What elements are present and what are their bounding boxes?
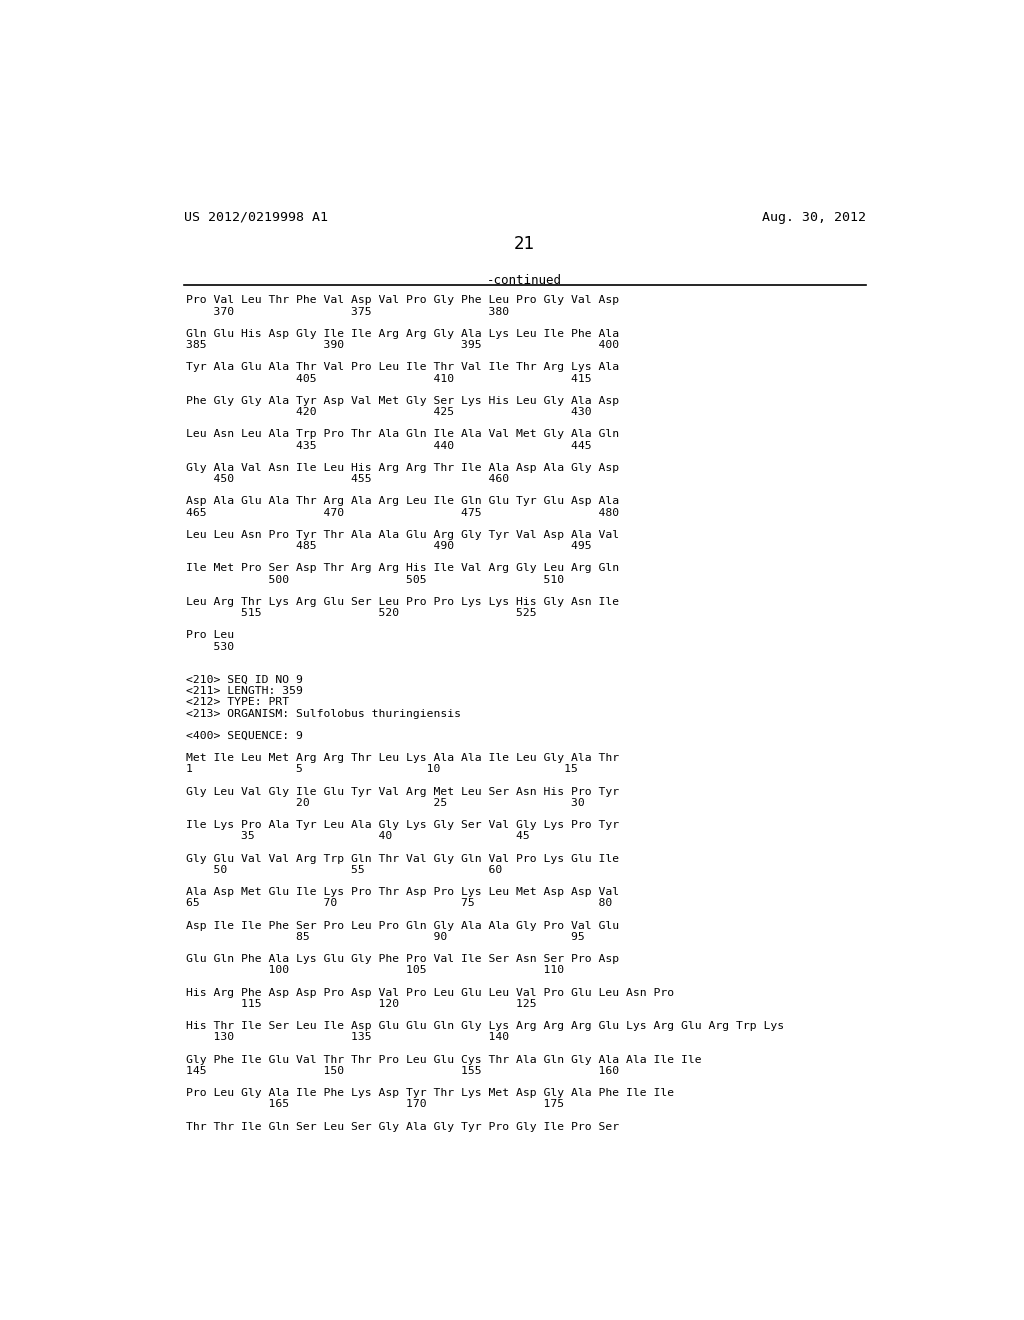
Text: 500                 505                 510: 500 505 510: [186, 574, 564, 585]
Text: 370                 375                 380: 370 375 380: [186, 306, 509, 317]
Text: Thr Thr Ile Gln Ser Leu Ser Gly Ala Gly Tyr Pro Gly Ile Pro Ser: Thr Thr Ile Gln Ser Leu Ser Gly Ala Gly …: [186, 1122, 620, 1131]
Text: Pro Val Leu Thr Phe Val Asp Val Pro Gly Phe Leu Pro Gly Val Asp: Pro Val Leu Thr Phe Val Asp Val Pro Gly …: [186, 296, 620, 305]
Text: 405                 410                 415: 405 410 415: [186, 374, 592, 384]
Text: 1               5                  10                  15: 1 5 10 15: [186, 764, 578, 775]
Text: 165                 170                 175: 165 170 175: [186, 1100, 564, 1109]
Text: 485                 490                 495: 485 490 495: [186, 541, 592, 550]
Text: 115                 120                 125: 115 120 125: [186, 999, 537, 1008]
Text: -continued: -continued: [487, 275, 562, 286]
Text: <210> SEQ ID NO 9: <210> SEQ ID NO 9: [186, 675, 303, 685]
Text: 450                 455                 460: 450 455 460: [186, 474, 509, 484]
Text: 420                 425                 430: 420 425 430: [186, 407, 592, 417]
Text: Ile Lys Pro Ala Tyr Leu Ala Gly Lys Gly Ser Val Gly Lys Pro Tyr: Ile Lys Pro Ala Tyr Leu Ala Gly Lys Gly …: [186, 820, 620, 830]
Text: Leu Asn Leu Ala Trp Pro Thr Ala Gln Ile Ala Val Met Gly Ala Gln: Leu Asn Leu Ala Trp Pro Thr Ala Gln Ile …: [186, 429, 620, 440]
Text: Pro Leu: Pro Leu: [186, 631, 234, 640]
Text: 100                 105                 110: 100 105 110: [186, 965, 564, 975]
Text: 130                 135                 140: 130 135 140: [186, 1032, 509, 1043]
Text: Aug. 30, 2012: Aug. 30, 2012: [762, 211, 866, 224]
Text: 35                  40                  45: 35 40 45: [186, 832, 529, 841]
Text: 435                 440                 445: 435 440 445: [186, 441, 592, 450]
Text: Gly Phe Ile Glu Val Thr Thr Pro Leu Glu Cys Thr Ala Gln Gly Ala Ala Ile Ile: Gly Phe Ile Glu Val Thr Thr Pro Leu Glu …: [186, 1055, 701, 1065]
Text: His Arg Phe Asp Asp Pro Asp Val Pro Leu Glu Leu Val Pro Glu Leu Asn Pro: His Arg Phe Asp Asp Pro Asp Val Pro Leu …: [186, 987, 674, 998]
Text: <400> SEQUENCE: 9: <400> SEQUENCE: 9: [186, 731, 303, 741]
Text: Glu Gln Phe Ala Lys Glu Gly Phe Pro Val Ile Ser Asn Ser Pro Asp: Glu Gln Phe Ala Lys Glu Gly Phe Pro Val …: [186, 954, 620, 964]
Text: Ala Asp Met Glu Ile Lys Pro Thr Asp Pro Lys Leu Met Asp Asp Val: Ala Asp Met Glu Ile Lys Pro Thr Asp Pro …: [186, 887, 620, 898]
Text: Asp Ile Ile Phe Ser Pro Leu Pro Gln Gly Ala Ala Gly Pro Val Glu: Asp Ile Ile Phe Ser Pro Leu Pro Gln Gly …: [186, 921, 620, 931]
Text: 145                 150                 155                 160: 145 150 155 160: [186, 1065, 620, 1076]
Text: 465                 470                 475                 480: 465 470 475 480: [186, 508, 620, 517]
Text: Gly Leu Val Gly Ile Glu Tyr Val Arg Met Leu Ser Asn His Pro Tyr: Gly Leu Val Gly Ile Glu Tyr Val Arg Met …: [186, 787, 620, 797]
Text: Met Ile Leu Met Arg Arg Thr Leu Lys Ala Ala Ile Leu Gly Ala Thr: Met Ile Leu Met Arg Arg Thr Leu Lys Ala …: [186, 754, 620, 763]
Text: His Thr Ile Ser Leu Ile Asp Glu Glu Gln Gly Lys Arg Arg Arg Glu Lys Arg Glu Arg : His Thr Ile Ser Leu Ile Asp Glu Glu Gln …: [186, 1022, 784, 1031]
Text: Gly Glu Val Val Arg Trp Gln Thr Val Gly Gln Val Pro Lys Glu Ile: Gly Glu Val Val Arg Trp Gln Thr Val Gly …: [186, 854, 620, 863]
Text: Phe Gly Gly Ala Tyr Asp Val Met Gly Ser Lys His Leu Gly Ala Asp: Phe Gly Gly Ala Tyr Asp Val Met Gly Ser …: [186, 396, 620, 407]
Text: Tyr Ala Glu Ala Thr Val Pro Leu Ile Thr Val Ile Thr Arg Lys Ala: Tyr Ala Glu Ala Thr Val Pro Leu Ile Thr …: [186, 363, 620, 372]
Text: Leu Arg Thr Lys Arg Glu Ser Leu Pro Pro Lys Lys His Gly Asn Ile: Leu Arg Thr Lys Arg Glu Ser Leu Pro Pro …: [186, 597, 620, 607]
Text: Ile Met Pro Ser Asp Thr Arg Arg His Ile Val Arg Gly Leu Arg Gln: Ile Met Pro Ser Asp Thr Arg Arg His Ile …: [186, 564, 620, 573]
Text: 85                  90                  95: 85 90 95: [186, 932, 585, 942]
Text: <211> LENGTH: 359: <211> LENGTH: 359: [186, 686, 303, 696]
Text: 50                  55                  60: 50 55 60: [186, 865, 503, 875]
Text: 65                  70                  75                  80: 65 70 75 80: [186, 899, 612, 908]
Text: 385                 390                 395                 400: 385 390 395 400: [186, 341, 620, 350]
Text: Asp Ala Glu Ala Thr Arg Ala Arg Leu Ile Gln Glu Tyr Glu Asp Ala: Asp Ala Glu Ala Thr Arg Ala Arg Leu Ile …: [186, 496, 620, 507]
Text: 515                 520                 525: 515 520 525: [186, 609, 537, 618]
Text: 21: 21: [514, 235, 536, 253]
Text: <213> ORGANISM: Sulfolobus thuringiensis: <213> ORGANISM: Sulfolobus thuringiensis: [186, 709, 461, 718]
Text: Pro Leu Gly Ala Ile Phe Lys Asp Tyr Thr Lys Met Asp Gly Ala Phe Ile Ile: Pro Leu Gly Ala Ile Phe Lys Asp Tyr Thr …: [186, 1088, 674, 1098]
Text: 20                  25                  30: 20 25 30: [186, 797, 585, 808]
Text: 530: 530: [186, 642, 234, 652]
Text: Gln Glu His Asp Gly Ile Ile Arg Arg Gly Ala Lys Leu Ile Phe Ala: Gln Glu His Asp Gly Ile Ile Arg Arg Gly …: [186, 329, 620, 339]
Text: <212> TYPE: PRT: <212> TYPE: PRT: [186, 697, 289, 708]
Text: US 2012/0219998 A1: US 2012/0219998 A1: [183, 211, 328, 224]
Text: Leu Leu Asn Pro Tyr Thr Ala Ala Glu Arg Gly Tyr Val Asp Ala Val: Leu Leu Asn Pro Tyr Thr Ala Ala Glu Arg …: [186, 529, 620, 540]
Text: Gly Ala Val Asn Ile Leu His Arg Arg Thr Ile Ala Asp Ala Gly Asp: Gly Ala Val Asn Ile Leu His Arg Arg Thr …: [186, 463, 620, 473]
